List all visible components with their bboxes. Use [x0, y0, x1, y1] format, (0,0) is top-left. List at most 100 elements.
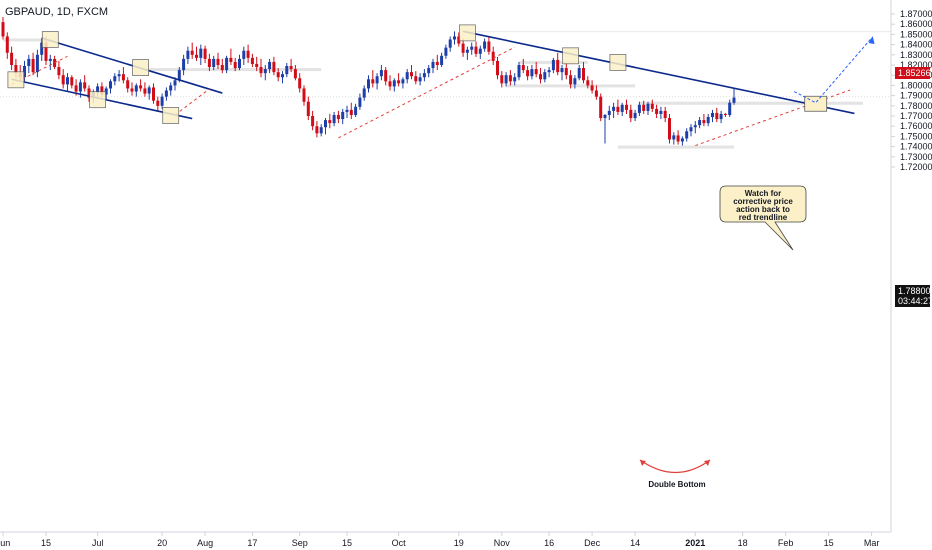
time-tick-label: 15 — [824, 538, 834, 548]
candle-body — [242, 50, 246, 59]
countdown-label: 03:44:27 — [898, 296, 932, 306]
candle-body — [100, 86, 104, 95]
candle-body — [199, 48, 203, 58]
pivot-box — [89, 91, 106, 109]
note-line-4: red trendline — [739, 213, 788, 222]
pivot-box — [562, 47, 579, 65]
candle-body — [414, 76, 418, 82]
candle-body — [104, 88, 108, 95]
candle-body — [263, 69, 267, 74]
candle-body — [74, 85, 78, 92]
candle-body — [164, 90, 168, 97]
pivot-box — [609, 54, 627, 71]
candle-body — [530, 69, 534, 77]
candle-body — [418, 77, 422, 82]
price-zone — [617, 145, 734, 149]
candle-body — [642, 104, 646, 111]
candle-body — [410, 72, 413, 77]
price-tick-label: 1.73000 — [900, 152, 932, 162]
candle-body — [78, 82, 82, 92]
price-tick-label: 1.75000 — [900, 131, 932, 141]
candle-body — [405, 72, 409, 80]
candle-body — [655, 108, 659, 114]
candle-body — [203, 48, 207, 59]
pivot-box — [41, 31, 59, 48]
candle-body — [186, 50, 190, 59]
candle-body — [633, 112, 637, 119]
price-zone — [639, 101, 863, 105]
arc-arrow-left — [640, 460, 646, 466]
candle-body — [259, 67, 263, 74]
price-tick-label: 1.78000 — [900, 101, 932, 111]
pivot-box — [7, 71, 25, 89]
candle-body — [130, 88, 134, 92]
candle-body — [121, 74, 125, 81]
candle-body — [35, 54, 39, 73]
candle-body — [345, 109, 349, 112]
candle-body — [298, 78, 302, 89]
pivot-box — [132, 59, 150, 76]
support-trendline — [11, 55, 68, 85]
candle-body — [500, 75, 504, 84]
time-tick-label: Jun — [0, 538, 10, 548]
candle-body — [5, 36, 9, 53]
time-tick-label: 15 — [41, 538, 51, 548]
trendline — [462, 30, 855, 115]
candle-body — [156, 100, 160, 106]
candle-body — [517, 65, 521, 78]
candle-body — [474, 46, 478, 54]
candle-body — [173, 80, 177, 86]
candle-body — [564, 68, 568, 76]
candle-body — [547, 70, 551, 73]
candle-body — [48, 58, 52, 61]
candle-body — [397, 80, 401, 84]
candle-body — [23, 66, 26, 78]
candle-body — [349, 109, 353, 115]
pivot-box — [458, 24, 476, 42]
price-tick-label: 1.77000 — [900, 111, 932, 121]
candle-body — [293, 69, 297, 79]
time-tick-label: Dec — [584, 538, 601, 548]
candle-body — [31, 58, 35, 73]
projection-arrowhead — [868, 35, 875, 44]
time-tick-label: Aug — [197, 538, 213, 548]
candle-body — [392, 80, 396, 87]
candle-body — [693, 125, 697, 128]
candle-body — [238, 58, 241, 69]
candle-body — [87, 88, 91, 98]
price-tick-label: 1.84000 — [900, 40, 932, 50]
candle-body — [586, 80, 590, 86]
time-tick-label: 15 — [342, 538, 352, 548]
candle-body — [715, 112, 719, 120]
candle-body — [246, 50, 250, 58]
candle-body — [732, 97, 736, 103]
candle-body — [521, 65, 525, 71]
candle-body — [551, 59, 555, 71]
time-tick-label: 17 — [247, 538, 257, 548]
candle-body — [556, 59, 560, 73]
candle-body — [255, 63, 259, 68]
candle-body — [461, 43, 465, 53]
candle-body — [435, 61, 439, 65]
candle-body — [311, 116, 315, 127]
time-tick-label: Jul — [92, 538, 104, 548]
candle-body — [513, 77, 517, 82]
candle-body — [268, 61, 272, 70]
time-tick-label: 19 — [454, 538, 464, 548]
candle-body — [672, 135, 676, 140]
candle-body — [711, 112, 714, 118]
candle-body — [616, 106, 620, 112]
candle-body — [169, 85, 173, 91]
annotation-layer: Watch for corrective price action back t… — [639, 185, 807, 489]
support-trendline — [174, 88, 210, 116]
last-price-badge — [895, 285, 930, 307]
candle-body — [496, 60, 499, 76]
candle-body — [195, 54, 198, 58]
candle-body — [10, 52, 14, 65]
candle-body — [272, 61, 276, 73]
candle-body — [702, 120, 706, 124]
candle-body — [281, 74, 284, 78]
note-line-1: Watch for — [745, 189, 782, 198]
candle-body — [629, 109, 633, 119]
